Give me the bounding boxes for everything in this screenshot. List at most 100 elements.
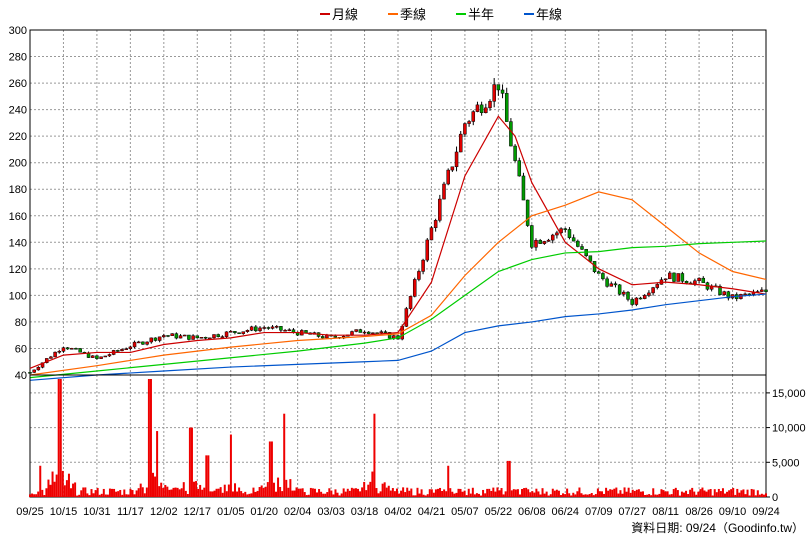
volume-bar (367, 484, 370, 497)
volume-bar (658, 493, 661, 497)
candle-body (220, 336, 225, 338)
volume-bar (480, 495, 483, 497)
candle-body (484, 107, 488, 113)
volume-bar (666, 491, 669, 497)
volume-bar (492, 487, 495, 497)
volume-bar (730, 489, 733, 497)
volume-bar (338, 495, 341, 497)
candle-body (371, 332, 375, 335)
volume-bar (359, 491, 362, 497)
candle-body (233, 331, 237, 333)
candle-body (120, 349, 124, 352)
volume-bar (363, 481, 366, 497)
candle-body (182, 334, 187, 337)
volume-bar (598, 491, 601, 497)
volume-bar (207, 455, 210, 497)
candle-body (429, 227, 434, 241)
volume-bar (523, 488, 526, 497)
volume-bar (570, 495, 573, 497)
volume-bar (217, 488, 220, 497)
candle-body (697, 277, 701, 281)
volume-bar (418, 493, 421, 497)
volume-bar (272, 482, 275, 497)
volume-bar (646, 494, 649, 497)
volume-bar (393, 491, 396, 497)
moving-average-line (29, 293, 767, 381)
volume-bar (547, 495, 550, 497)
volume-bar (354, 488, 357, 497)
volume-bar (641, 491, 644, 497)
candle-body (132, 341, 137, 348)
volume-bar (477, 493, 480, 497)
volume-bar (664, 491, 667, 497)
volume-bar (500, 488, 503, 497)
volume-bar (516, 489, 519, 497)
volume-bar (160, 482, 163, 497)
candle-body (743, 293, 747, 296)
volume-bar (416, 487, 419, 497)
volume-bar (180, 488, 183, 497)
candle-body (542, 241, 547, 244)
volume-bar (342, 488, 345, 497)
volume-bar (205, 455, 208, 497)
candle-body (642, 295, 647, 299)
volume-bar (475, 493, 478, 497)
volume-bar (297, 488, 300, 497)
volume-bar (514, 489, 517, 497)
volume-bar (240, 491, 243, 497)
price-tick-label: 180 (9, 184, 27, 196)
volume-bar (238, 487, 241, 497)
volume-bar (84, 487, 87, 497)
candle-body (90, 355, 95, 358)
volume-bar (387, 485, 390, 497)
volume-bar (510, 490, 513, 497)
volume-bar (748, 495, 751, 497)
candle-body (438, 198, 442, 221)
volume-bar (750, 488, 753, 497)
volume-bar (494, 491, 497, 497)
volume-bar (555, 489, 558, 497)
volume-bar (324, 493, 327, 497)
volume-bar (402, 487, 405, 497)
volume-bar (131, 490, 134, 497)
volume-bar (305, 495, 308, 497)
volume-bar (168, 489, 171, 497)
volume-bar (61, 470, 64, 497)
candle-body (580, 246, 584, 250)
candle-body (672, 272, 676, 282)
candle-body (571, 237, 576, 242)
volume-bar (625, 491, 628, 497)
volume-bar (660, 489, 663, 497)
candle-body (663, 278, 668, 281)
volume-bar (713, 489, 716, 497)
volume-bar (102, 488, 105, 497)
volume-bar (143, 493, 146, 497)
volume-bar (129, 488, 132, 497)
volume-bar (63, 485, 66, 497)
volume-bar (465, 495, 468, 497)
candle-body (626, 291, 630, 300)
volume-bar (162, 487, 165, 497)
candle-body (588, 255, 593, 262)
price-tick-label: 200 (9, 158, 27, 170)
volume-tick-label: 5,000 (772, 457, 800, 469)
volume-bar (762, 494, 765, 497)
volume-bar (486, 488, 489, 497)
volume-bar (260, 485, 263, 497)
volume-bar (106, 494, 109, 497)
candle-body (764, 289, 768, 292)
volume-bar (311, 488, 314, 497)
volume-bar (43, 495, 46, 497)
candle-body (107, 354, 112, 357)
volume-bar (717, 488, 720, 497)
volume-bar (695, 494, 698, 497)
candle-body (274, 326, 279, 328)
volume-bar (385, 487, 388, 497)
x-tick-label: 08/11 (652, 506, 679, 518)
price-tick-label: 60 (15, 343, 27, 355)
volume-bar (557, 490, 560, 497)
volume-bar (629, 492, 632, 497)
candle-body (387, 332, 392, 339)
volume-bar (672, 489, 675, 497)
candle-body (145, 341, 149, 345)
